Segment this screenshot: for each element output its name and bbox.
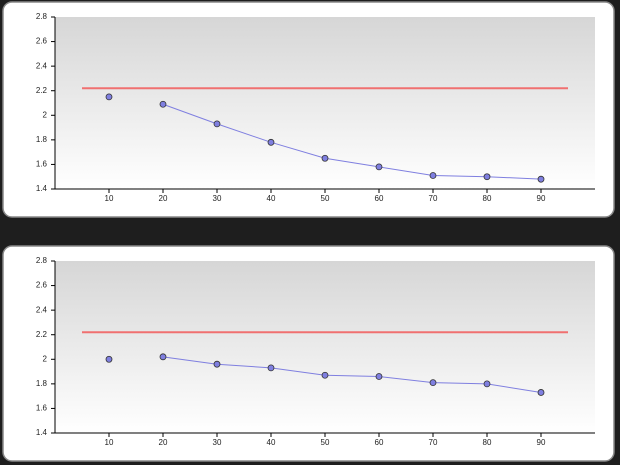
y-tick-label: 2 bbox=[43, 354, 48, 363]
data-point bbox=[483, 173, 491, 181]
x-tick-label: 20 bbox=[159, 438, 168, 447]
chart-panel: 1.4 1.6 1.8 2 2.2 2.4 2.6 2.8 10 20 30 40 50 60 70 80 90 bbox=[2, 245, 615, 462]
data-point bbox=[537, 175, 545, 183]
data-point bbox=[267, 138, 275, 146]
x-tick-label: 10 bbox=[105, 194, 114, 203]
x-tick-label: 40 bbox=[267, 194, 276, 203]
x-tick-label: 70 bbox=[429, 194, 438, 203]
y-tick-label: 2.4 bbox=[36, 305, 48, 314]
x-tick-label: 10 bbox=[105, 438, 114, 447]
y-tick-label: 1.6 bbox=[36, 404, 48, 413]
x-tick-label: 60 bbox=[375, 194, 384, 203]
data-point bbox=[321, 371, 329, 379]
x-tick-label: 30 bbox=[213, 438, 222, 447]
data-point bbox=[213, 360, 221, 368]
y-tick-label: 1.6 bbox=[36, 160, 48, 169]
data-point bbox=[429, 172, 437, 179]
data-point bbox=[105, 93, 113, 101]
x-tick-label: 50 bbox=[321, 194, 330, 203]
y-tick-label: 2.8 bbox=[36, 256, 48, 265]
y-tick-label: 2.2 bbox=[36, 86, 48, 95]
y-tick-label: 2.6 bbox=[36, 37, 48, 46]
data-point bbox=[375, 163, 383, 171]
y-tick-label: 1.4 bbox=[36, 428, 48, 437]
y-tick-label: 1.4 bbox=[36, 184, 48, 193]
plot-area bbox=[55, 17, 595, 189]
y-tick-label: 1.8 bbox=[36, 135, 48, 144]
data-point bbox=[105, 355, 113, 363]
x-tick-label: 80 bbox=[483, 438, 492, 447]
y-tick-label: 2.4 bbox=[36, 61, 48, 70]
series-line bbox=[162, 356, 542, 393]
x-tick-label: 90 bbox=[537, 438, 546, 447]
y-tick-label: 1.8 bbox=[36, 379, 48, 388]
y-tick-label: 2.2 bbox=[36, 330, 48, 339]
x-tick-label: 60 bbox=[375, 438, 384, 447]
data-point bbox=[483, 380, 491, 388]
x-tick-label: 70 bbox=[429, 438, 438, 447]
data-point bbox=[267, 364, 275, 372]
x-tick-label: 30 bbox=[213, 194, 222, 203]
data-point bbox=[213, 120, 221, 128]
y-tick-label: 2.6 bbox=[36, 281, 48, 290]
x-tick-label: 90 bbox=[537, 194, 546, 203]
x-tick-label: 50 bbox=[321, 438, 330, 447]
data-point bbox=[159, 100, 167, 108]
y-tick-label: 2 bbox=[43, 110, 48, 119]
y-tick-label: 2.8 bbox=[36, 12, 48, 21]
x-tick-label: 80 bbox=[483, 194, 492, 203]
series-line bbox=[162, 103, 542, 180]
plot-area bbox=[55, 261, 595, 433]
chart-panel: 1.4 1.6 1.8 2 2.2 2.4 2.6 2.8 10 20 30 40 50 60 70 80 90 bbox=[2, 1, 615, 218]
x-tick-label: 20 bbox=[159, 194, 168, 203]
x-tick-label: 40 bbox=[267, 438, 276, 447]
data-point bbox=[537, 389, 545, 396]
data-point bbox=[375, 373, 383, 380]
data-point bbox=[159, 353, 167, 361]
data-point bbox=[321, 154, 329, 162]
data-point bbox=[429, 379, 437, 387]
